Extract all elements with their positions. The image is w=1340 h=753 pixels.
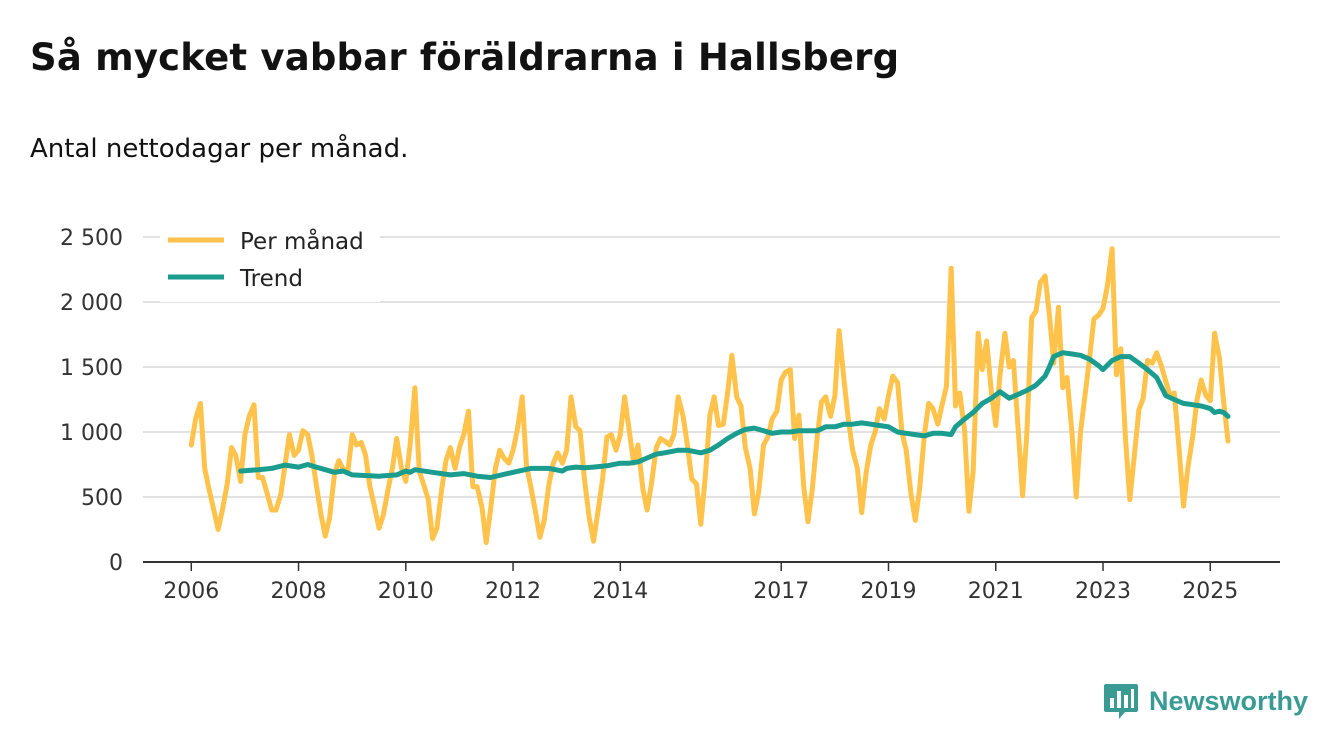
chart-title: Så mycket vabbar föräldrarna i Hallsberg [30, 36, 900, 79]
legend-label-trend: Trend [239, 266, 303, 292]
y-tick-label: 1 500 [60, 356, 123, 381]
chart-subtitle: Antal nettodagar per månad. [30, 134, 409, 164]
y-axis-ticks: 0 500 1 000 1 500 2 000 2 500 [60, 226, 123, 576]
newsworthy-logo-icon [1104, 684, 1138, 719]
series-line-per-manad [188, 246, 1231, 545]
y-tick-label: 0 [109, 551, 123, 576]
x-tick-label: 2025 [1182, 579, 1238, 604]
x-tick-label: 2019 [860, 579, 916, 604]
y-tick-label: 500 [81, 486, 123, 511]
x-tick-label: 2021 [968, 579, 1024, 604]
series-line-trend [238, 350, 1231, 480]
x-tick-label: 2023 [1075, 579, 1131, 604]
y-tick-label: 1 000 [60, 421, 123, 446]
x-tick-label: 2017 [753, 579, 809, 604]
legend-label-per-manad: Per månad [240, 227, 364, 255]
legend: Per månad Trend [160, 222, 380, 302]
x-tick-label: 2008 [271, 579, 327, 604]
brand: Newsworthy [1103, 682, 1308, 720]
x-tick-label: 2010 [378, 579, 434, 604]
series-lines [188, 246, 1231, 545]
x-tick-label: 2012 [485, 579, 541, 604]
y-tick-label: 2 000 [60, 291, 123, 316]
y-tick-label: 2 500 [60, 226, 123, 251]
brand-name: Newsworthy [1149, 685, 1309, 716]
x-axis-ticks: 2006 2008 2010 2012 2014 2017 2019 2021 2023 2025 [163, 562, 1238, 604]
legend-background [160, 222, 380, 302]
x-tick-label: 2014 [592, 579, 648, 604]
x-tick-label: 2006 [163, 579, 219, 604]
